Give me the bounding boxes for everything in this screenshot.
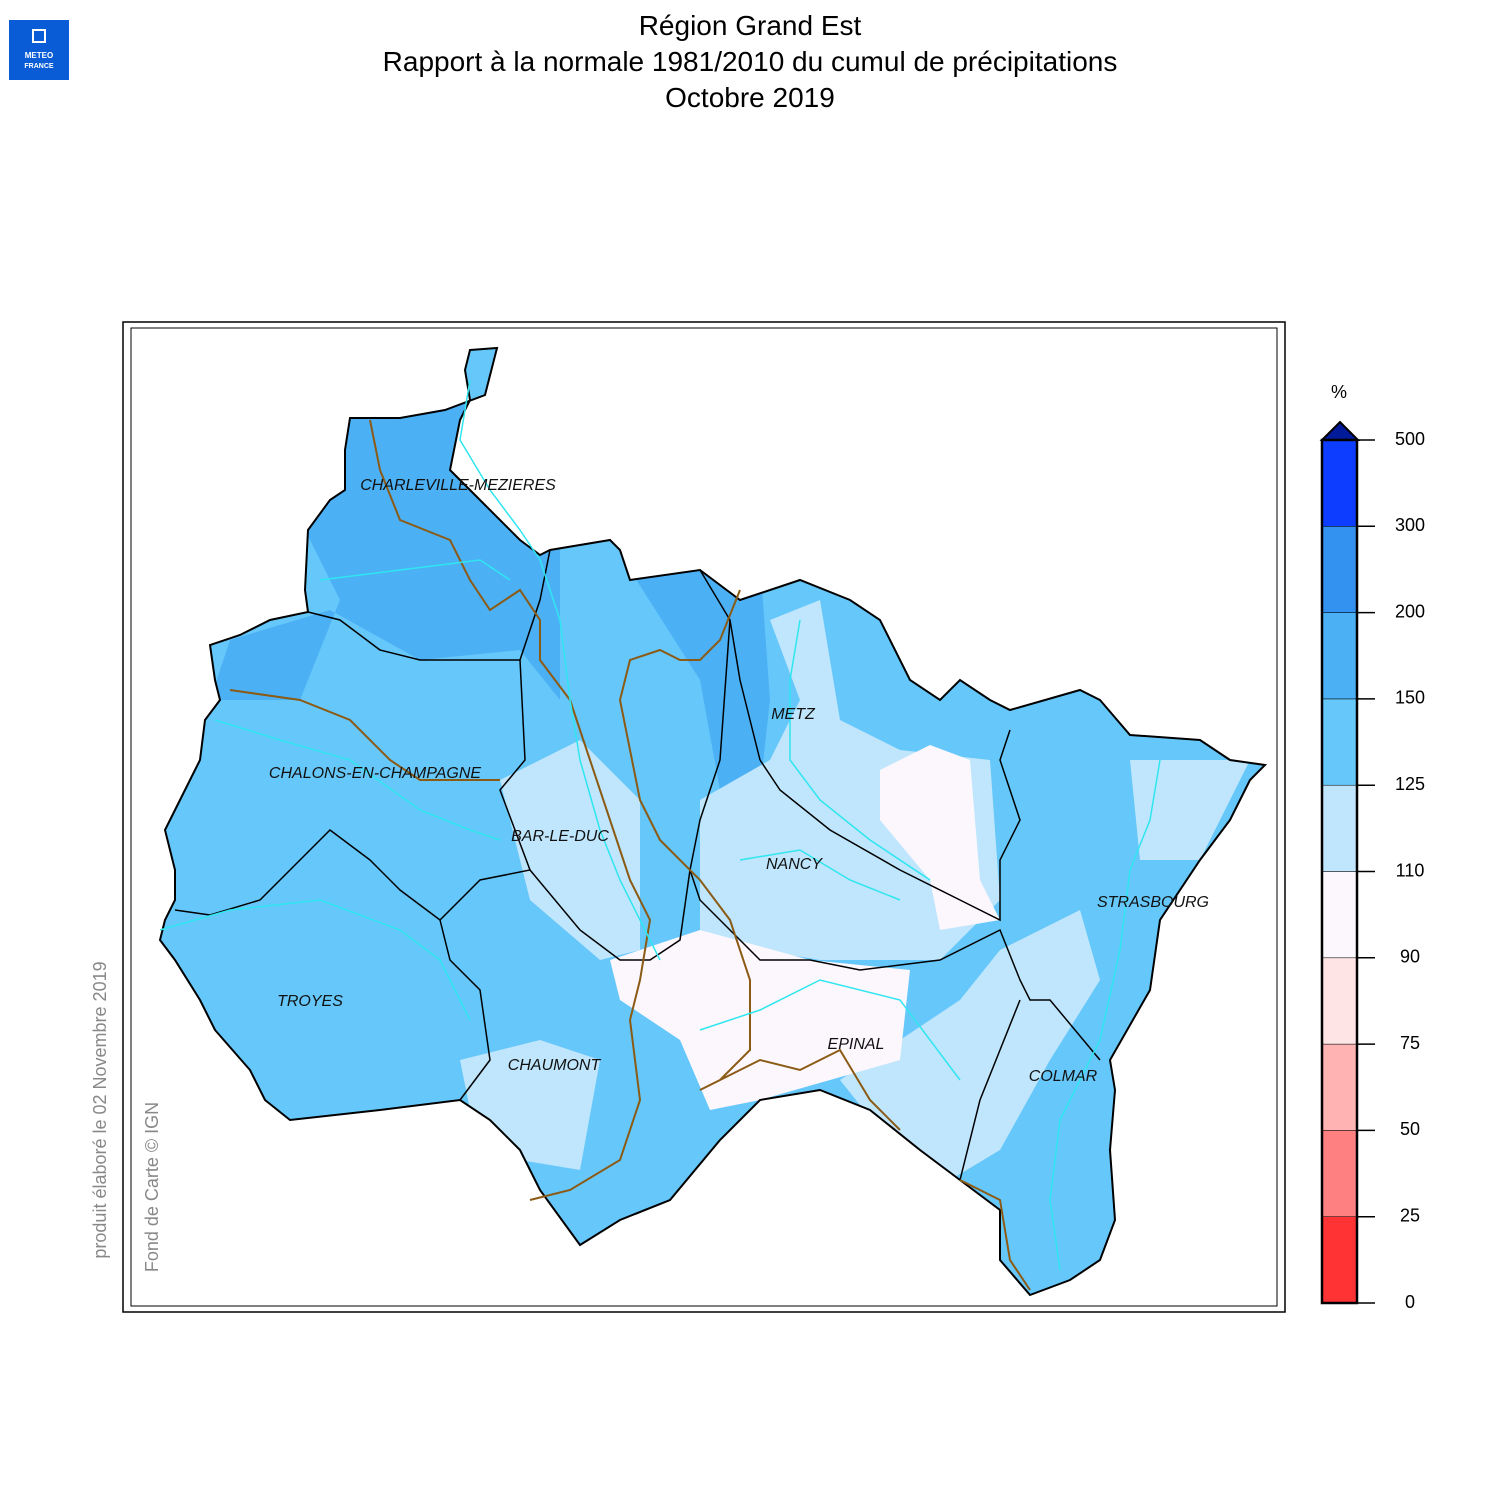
legend-band [1321,612,1358,700]
border [959,999,1021,1181]
legend-tick-label: 110 [1396,860,1425,880]
city-label: NANCY [766,856,823,873]
subtitle: Rapport à la normale 1981/2010 du cumul … [383,46,1118,77]
frame [122,321,1286,1313]
river [214,719,501,841]
city-label: TROYES [277,993,343,1010]
zone-110 [460,1040,600,1170]
period: Octobre 2019 [665,82,835,113]
river [699,979,961,1081]
legend-band [1321,1216,1358,1304]
legend-tick-label: 125 [1395,774,1425,794]
title: Région Grand Est [639,10,862,41]
legend-tick-label: 150 [1395,688,1425,708]
legend-tick-label: 200 [1395,601,1425,621]
river [159,899,471,1021]
legend-band [1321,698,1358,786]
legend-band [1321,439,1358,527]
river [1049,759,1161,1271]
zone-110 [840,910,1100,1180]
border [529,569,731,961]
river [319,559,511,581]
region-outline [158,346,1268,1297]
legend-tick-label: 25 [1400,1205,1420,1225]
city-label: CHARLEVILLE-MEZIERES [360,477,556,494]
legend-tick-label: 300 [1395,515,1425,535]
legend-arrow [1319,420,1361,441]
border [689,869,1101,1061]
department-borders [174,549,1101,1181]
river [739,849,901,901]
legend-unit: % [1331,382,1347,402]
logo-text: METEO [25,51,53,60]
legend-band [1321,1043,1358,1131]
logo-text: FRANCE [24,63,53,70]
zone-150 [630,560,770,790]
city-labels: CHARLEVILLE-MEZIERES METZ CHALONS-EN-CHAMP… [269,477,1209,1085]
zone-110 [1130,760,1250,860]
produced-note: produit élaboré le 02 Novembre 2019 [90,961,110,1258]
legend: 0 25 50 75 90 110 125 150 200 300 500 [1320,429,1425,1312]
basin-borders [229,419,1031,1291]
basin-border [959,1179,1031,1291]
river [789,619,931,881]
legend-tick-label: 90 [1400,947,1420,967]
legend-band [1321,784,1358,872]
city-label: CHALONS-EN-CHAMPAGNE [269,765,482,782]
city-label: EPINAL [828,1036,885,1053]
border [439,919,491,1101]
river [459,379,661,961]
frame-inner [130,327,1278,1307]
legend-tick-label: 50 [1400,1119,1420,1139]
border [759,729,1021,922]
basin-border [369,419,652,1201]
border [174,659,532,921]
legend-band [1321,871,1358,959]
border [307,549,551,661]
border [729,619,761,761]
logo-icon [32,29,46,43]
city-label: STRASBOURG [1097,894,1209,911]
zone-90 [880,745,1000,930]
rivers [159,379,1161,1271]
city-label: BAR-LE-DUC [511,828,609,845]
basemap-note: Fond de Carte © IGN [142,1102,162,1272]
legend-tick-label: 75 [1400,1033,1420,1053]
basin-border [229,689,500,781]
legend-tick-label: 500 [1395,429,1425,449]
legend-tick-label: 0 [1405,1292,1415,1312]
legend-band [1321,957,1358,1045]
basin-border [618,589,901,1131]
zone-110 [500,740,640,960]
map [158,346,1268,1297]
city-label: COLMAR [1029,1068,1098,1085]
legend-band [1321,1130,1358,1217]
city-label: METZ [771,706,816,723]
legend-band [1321,526,1358,613]
city-label: CHAUMONT [508,1057,602,1074]
zone-90 [610,930,910,1110]
